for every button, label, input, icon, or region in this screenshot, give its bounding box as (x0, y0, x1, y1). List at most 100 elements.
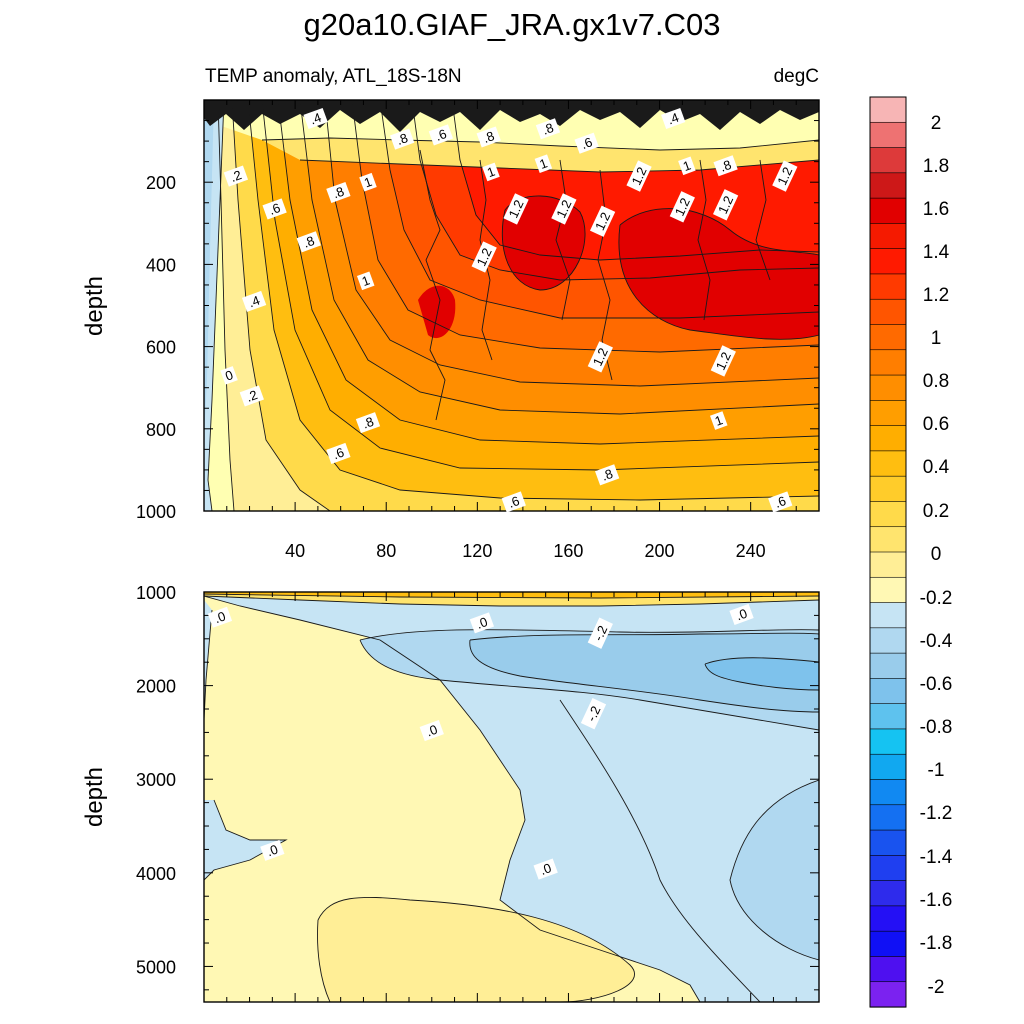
upper-contour-label: .6 (501, 491, 526, 513)
upper-contour-label: .6 (262, 198, 287, 220)
upper-contour-label: 1 (710, 411, 728, 430)
colorbar-box (869, 703, 907, 730)
lower-contour-label-text: -.2 (590, 623, 610, 643)
colorbar-box (869, 324, 907, 351)
upper-contour-label-bg (503, 193, 529, 225)
upper-contour-label-text: .6 (506, 493, 521, 511)
lower-y-tick-label: 1000 (136, 583, 176, 603)
colorbar-label: -1.8 (920, 933, 953, 954)
upper-x-ticks: 40 80 120 160 200 240 (226, 100, 797, 561)
colorbar-box (869, 551, 907, 578)
upper-x-tick-label: 160 (553, 541, 583, 561)
colorbar-label: 0.4 (923, 457, 950, 478)
upper-contour-label-text: .6 (331, 445, 346, 463)
upper-contour-label: 1.2 (710, 345, 736, 377)
lower-contour-label-bg (580, 698, 607, 730)
upper-contour-label-bg (626, 160, 652, 192)
upper-subtitle-left: TEMP anomaly, ATL_18S-18N (205, 66, 462, 87)
upper-contour-label-bg (768, 491, 793, 513)
upper-contour-label: .8 (390, 128, 415, 150)
colorbar-label: 0.8 (923, 371, 949, 392)
upper-contour-label-bg (713, 155, 738, 177)
upper-contour-label-bg (501, 491, 526, 513)
upper-contour-label-text: .4 (666, 110, 681, 128)
upper-contour-label-bg (772, 160, 798, 192)
upper-y-tick-label: 200 (146, 173, 176, 193)
upper-contour-label-text: .8 (331, 184, 346, 202)
lower-contour-label-text: .0 (212, 608, 227, 626)
upper-contour-label: 1 (482, 162, 500, 182)
colorbar-box (869, 855, 907, 882)
colorbar-box (869, 400, 907, 427)
colorbar-labels: 2 1.8 1.6 1.4 1.2 1 0.8 0.6 0.4 0.2 0 -0.2 -0.4 -0.6 -… (920, 113, 953, 998)
upper-plot-area (204, 100, 819, 511)
upper-contour-label: .4 (303, 107, 328, 130)
upper-contour-label-bg (220, 366, 238, 385)
lower-contour-label-bg (207, 606, 233, 628)
upper-contour-label-text: 1.2 (505, 198, 526, 221)
upper-contour-label: .6 (574, 132, 599, 154)
lower-band-neg02-left (204, 600, 286, 880)
upper-contour-label-bg (589, 205, 616, 237)
upper-contour-label: 1.2 (669, 191, 695, 223)
upper-contour-label-text: .4 (246, 292, 261, 310)
upper-contour-label: 1.2 (712, 189, 739, 221)
upper-contour-label-bg (356, 271, 375, 291)
upper-contour-label: 0 (220, 366, 238, 385)
figure-title: g20a10.GIAF_JRA.gx1v7.C03 (303, 7, 720, 42)
colorbar-box (869, 602, 907, 629)
upper-contour-label: 1.2 (589, 205, 616, 237)
upper-contour-label-bg (710, 411, 728, 430)
upper-contour-label-bg (471, 241, 497, 273)
upper-contour-label-text: .8 (600, 466, 615, 484)
lower-contour-label: .0 (260, 839, 285, 861)
upper-contour-label-bg (262, 198, 287, 220)
upper-contour-label: .6 (326, 442, 351, 464)
upper-contour-label-text: .2 (244, 387, 259, 405)
colorbar-box (869, 223, 907, 250)
upper-contour-label-text: .8 (301, 233, 316, 251)
colorbar-box (869, 678, 907, 705)
upper-subtitle-right: degC (774, 66, 819, 87)
upper-contour-labels: .4.8.6.8.8.6.4.2.8.611 11.2 1.21.21.2 1.81.… (220, 107, 798, 513)
upper-contour-label-bg (661, 107, 686, 130)
upper-contour-label-bg (326, 442, 351, 464)
upper-contour-label-bg (326, 181, 351, 204)
lower-band-surface-2 (204, 592, 819, 598)
colorbar-box (869, 981, 907, 1008)
lower-y-tick-label: 5000 (136, 957, 176, 977)
upper-contour-label-bg (390, 128, 415, 150)
colorbar-box (869, 349, 907, 376)
upper-contour-label-text: 1 (537, 155, 549, 172)
upper-contour-label-text: 1 (360, 273, 372, 290)
upper-contour-label-bg (551, 193, 577, 225)
colorbar-box (869, 197, 907, 224)
colorbar-box (869, 147, 907, 174)
upper-contour-label-bg (587, 341, 613, 373)
colorbar-label: -0.8 (920, 717, 953, 738)
upper-contour-label-text: .8 (540, 120, 555, 138)
upper-contour-label-bg (535, 118, 561, 140)
colorbar-boxes (869, 96, 907, 1008)
upper-contour-label-bg (678, 156, 696, 176)
lower-contour-label: .0 (207, 606, 233, 628)
lower-contour-label-bg (469, 612, 495, 634)
colorbar-label: -1.6 (920, 890, 953, 911)
upper-x-tick-label: 120 (462, 541, 492, 561)
upper-contour-label-bg (296, 231, 321, 253)
colorbar-label: -1.2 (920, 803, 953, 824)
upper-contour-label-text: .4 (308, 110, 323, 128)
upper-contour-label-text: 1.2 (672, 195, 693, 218)
upper-blob-2 (618, 208, 819, 340)
colorbar-box (869, 753, 907, 781)
upper-contour-label-text: 0 (223, 367, 235, 384)
lower-plot-frame (203, 591, 820, 1003)
upper-contour-label-bg (241, 290, 267, 312)
upper-contour-label-bg (476, 126, 501, 148)
upper-y-tick-label: 400 (146, 255, 176, 275)
colorbar-label: -0.4 (920, 631, 953, 652)
upper-contour-label: 1.2 (626, 160, 652, 192)
lower-contour-lines (204, 593, 819, 1002)
upper-contour-label-bg (359, 172, 377, 192)
